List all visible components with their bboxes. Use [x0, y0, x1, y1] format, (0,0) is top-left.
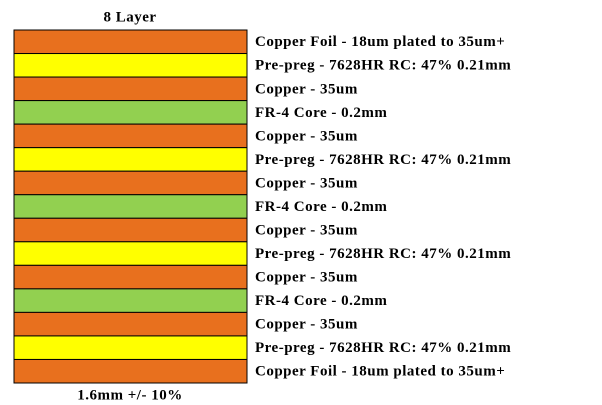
thickness-note: 1.6mm +/- 10% [77, 387, 182, 403]
layer-label: Pre-preg - 7628HR RC: 47% 0.21mm [255, 58, 511, 74]
layer-label: Copper - 35um [255, 317, 358, 333]
layer [13, 76, 248, 102]
layer [13, 123, 248, 149]
layer [13, 264, 248, 290]
layer-label: FR-4 Core - 0.2mm [255, 199, 387, 215]
layer-label: Copper - 35um [255, 81, 358, 97]
layer [13, 53, 248, 78]
layer-label: Copper - 35um [255, 128, 358, 144]
layer [13, 194, 248, 219]
layer [13, 288, 248, 313]
layer [13, 100, 248, 125]
layer-label: Copper - 35um [255, 175, 358, 191]
layer [13, 170, 248, 196]
layer [13, 29, 248, 55]
layer-label: FR-4 Core - 0.2mm [255, 105, 387, 121]
layer-label: Pre-preg - 7628HR RC: 47% 0.21mm [255, 152, 511, 168]
layer [13, 147, 248, 172]
layer-label: Pre-preg - 7628HR RC: 47% 0.21mm [255, 246, 511, 262]
layer-label: Copper Foil - 18um plated to 35um+ [255, 364, 505, 380]
layer [13, 358, 248, 384]
layer-label: Copper - 35um [255, 270, 358, 286]
layer [13, 241, 248, 266]
layer-label: Pre-preg - 7628HR RC: 47% 0.21mm [255, 340, 511, 356]
diagram-title: 8 Layer [103, 9, 156, 25]
layer [13, 335, 248, 360]
layer [13, 217, 248, 243]
layer [13, 311, 248, 337]
layer-label: FR-4 Core - 0.2mm [255, 293, 387, 309]
layer-label: Copper Foil - 18um plated to 35um+ [255, 34, 505, 50]
layer-label: Copper - 35um [255, 222, 358, 238]
